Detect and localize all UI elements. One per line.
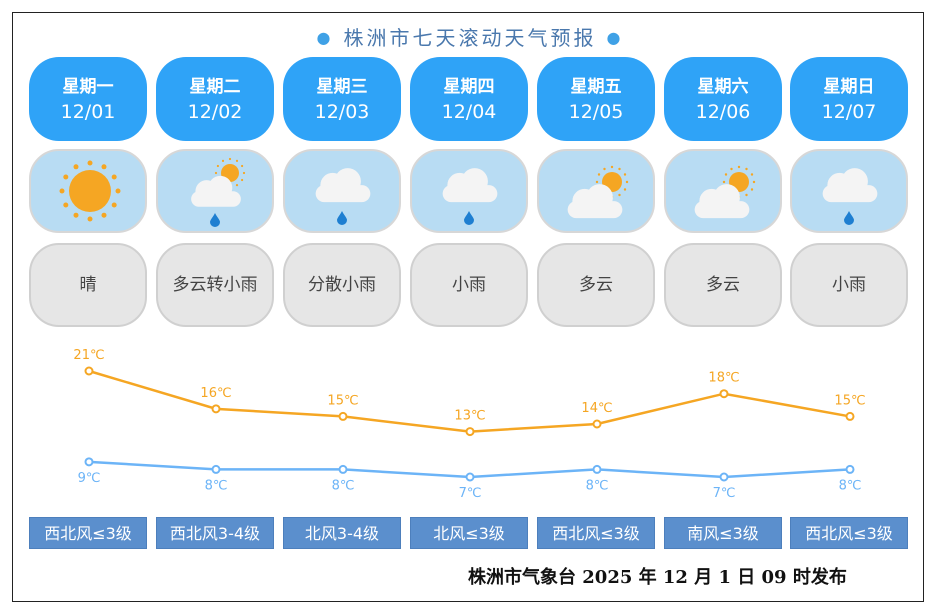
- weather-icon-card: [156, 149, 274, 233]
- day-date: 12/05: [568, 101, 624, 123]
- day-date: 12/02: [187, 101, 243, 123]
- low-temp-label: 8℃: [332, 478, 355, 493]
- weather-icon-card: [29, 149, 147, 233]
- weather-icon-card: [410, 149, 528, 233]
- low-temp-point: [592, 464, 602, 474]
- high-temp-label: 13℃: [454, 409, 485, 424]
- day-card: 星期二 12/02: [156, 57, 274, 141]
- low-temp-label: 8℃: [205, 478, 228, 493]
- day-weekday: 星期三: [316, 77, 368, 97]
- high-temp-point: [338, 411, 348, 421]
- weather-icon-card: [283, 149, 401, 233]
- wind-label: 北风3-4级: [283, 517, 401, 549]
- high-temp-label: 18℃: [708, 371, 739, 386]
- low-temp-label: 7℃: [459, 486, 482, 501]
- wind-label: 西北风≤3级: [29, 517, 147, 549]
- issue-footer: 株洲市气象台 2025 年 12 月 1 日 09 时发布: [468, 567, 847, 588]
- wind-label: 西北风≤3级: [790, 517, 908, 549]
- weather-desc: 小雨: [790, 243, 908, 327]
- day-date: 12/03: [314, 101, 370, 123]
- low-temp-point: [845, 464, 855, 474]
- high-temp-point: [592, 419, 602, 429]
- day-card: 星期日 12/07: [790, 57, 908, 141]
- day-weekday: 星期日: [823, 77, 875, 97]
- day-card: 星期三 12/03: [283, 57, 401, 141]
- day-date: 12/07: [821, 101, 877, 123]
- cloud-sun-icon: [539, 151, 653, 235]
- day-card: 星期四 12/04: [410, 57, 528, 141]
- wind-label: 西北风3-4级: [156, 517, 274, 549]
- high-temp-point: [84, 366, 94, 376]
- low-temp-label: 9℃: [78, 471, 101, 486]
- high-temp-point: [845, 411, 855, 421]
- weather-icon-card: [790, 149, 908, 233]
- weather-desc: 分散小雨: [283, 243, 401, 327]
- day-date: 12/04: [441, 101, 497, 123]
- title-text: 株洲市七天滚动天气预报: [343, 26, 597, 50]
- low-temp-label: 8℃: [586, 478, 609, 493]
- weather-desc: 多云转小雨: [156, 243, 274, 327]
- high-temp-label: 15℃: [834, 393, 865, 408]
- day-weekday: 星期二: [189, 77, 241, 97]
- cloud-rain-icon: [285, 151, 399, 235]
- wind-label: 南风≤3级: [664, 517, 782, 549]
- sun-icon: [31, 151, 145, 235]
- low-temp-point: [719, 472, 729, 482]
- weather-desc: 多云: [664, 243, 782, 327]
- wind-label: 北风≤3级: [410, 517, 528, 549]
- high-temp-label: 16℃: [200, 386, 231, 401]
- day-date: 12/06: [695, 101, 751, 123]
- day-weekday: 星期五: [570, 77, 622, 97]
- low-temp-label: 8℃: [839, 478, 862, 493]
- page-title: ● 株洲市七天滚动天气预报 ●: [0, 22, 940, 51]
- temperature-chart: 21℃ 16℃ 15℃ 13℃ 14℃ 18℃ 15℃ 9℃ 8℃ 8℃ 7℃ 8℃ 7℃ 8℃: [73, 348, 865, 501]
- day-card: 星期五 12/05: [537, 57, 655, 141]
- low-temp-point: [338, 464, 348, 474]
- cloud-sun-rain-icon: [158, 151, 272, 235]
- high-temp-point: [211, 404, 221, 414]
- high-temp-label: 21℃: [73, 348, 104, 363]
- title-dot-left: ●: [316, 28, 334, 47]
- wind-label: 西北风≤3级: [537, 517, 655, 549]
- day-date: 12/01: [60, 101, 116, 123]
- day-weekday: 星期六: [697, 77, 749, 97]
- day-card: 星期一 12/01: [29, 57, 147, 141]
- day-weekday: 星期四: [443, 77, 495, 97]
- weather-desc: 晴: [29, 243, 147, 327]
- high-temp-point: [465, 427, 475, 437]
- high-temp-label: 14℃: [581, 401, 612, 416]
- cloud-rain-icon: [412, 151, 526, 235]
- low-temp-point: [84, 457, 94, 467]
- low-temp-point: [465, 472, 475, 482]
- weather-icon-card: [664, 149, 782, 233]
- high-temp-label: 15℃: [327, 393, 358, 408]
- low-temp-label: 7℃: [713, 486, 736, 501]
- low-temp-point: [211, 464, 221, 474]
- day-card: 星期六 12/06: [664, 57, 782, 141]
- high-temp-point: [719, 389, 729, 399]
- weather-icon-card: [537, 149, 655, 233]
- title-dot-right: ●: [606, 28, 624, 47]
- weather-desc: 小雨: [410, 243, 528, 327]
- cloud-rain-icon: [792, 151, 906, 235]
- day-weekday: 星期一: [62, 77, 114, 97]
- weather-desc: 多云: [537, 243, 655, 327]
- cloud-sun-icon: [666, 151, 780, 235]
